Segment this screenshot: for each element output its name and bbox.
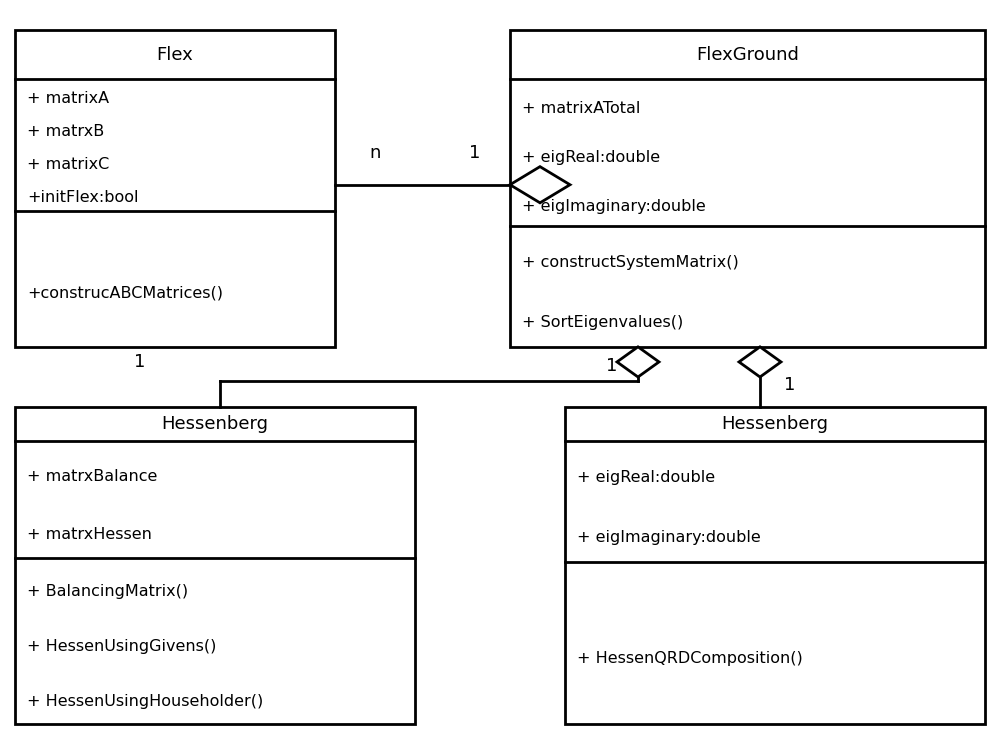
Text: + matrixC: + matrixC (27, 158, 109, 173)
Text: + matrixA: + matrixA (27, 91, 109, 106)
Text: + eigReal:double: + eigReal:double (577, 470, 715, 485)
Text: + matrixATotal: + matrixATotal (522, 101, 640, 116)
Polygon shape (739, 347, 781, 377)
Text: + HessenUsingHouseholder(): + HessenUsingHouseholder() (27, 694, 263, 710)
Text: + constructSystemMatrix(): + constructSystemMatrix() (522, 255, 739, 270)
Bar (15, 407, 415, 724)
Text: +initFlex:bool: +initFlex:bool (27, 191, 138, 205)
Polygon shape (617, 347, 659, 377)
Text: + HessenQRDComposition(): + HessenQRDComposition() (577, 651, 803, 667)
Text: + BalancingMatrix(): + BalancingMatrix() (27, 584, 188, 599)
Polygon shape (510, 167, 570, 203)
Text: 1: 1 (606, 357, 618, 375)
Text: + SortEigenvalues(): + SortEigenvalues() (522, 315, 683, 330)
Text: 1: 1 (784, 375, 796, 394)
Bar (565, 407, 985, 724)
Text: Hessenberg: Hessenberg (162, 415, 268, 433)
Bar (510, 30, 985, 347)
Text: 1: 1 (134, 353, 146, 371)
Text: FlexGround: FlexGround (696, 46, 799, 63)
Text: + HessenUsingGivens(): + HessenUsingGivens() (27, 639, 216, 654)
Text: + matrxB: + matrxB (27, 124, 104, 139)
Text: Hessenberg: Hessenberg (721, 415, 828, 433)
Text: + eigReal:double: + eigReal:double (522, 150, 660, 165)
Text: + eigImaginary:double: + eigImaginary:double (577, 530, 761, 545)
Text: + matrxHessen: + matrxHessen (27, 527, 152, 542)
Text: n: n (369, 144, 381, 162)
Text: 1: 1 (469, 144, 481, 162)
Text: Flex: Flex (157, 46, 193, 63)
Text: +construcABCMatrices(): +construcABCMatrices() (27, 285, 223, 300)
Text: + eigImaginary:double: + eigImaginary:double (522, 199, 706, 214)
Text: + matrxBalance: + matrxBalance (27, 469, 157, 483)
Bar (15, 30, 335, 347)
